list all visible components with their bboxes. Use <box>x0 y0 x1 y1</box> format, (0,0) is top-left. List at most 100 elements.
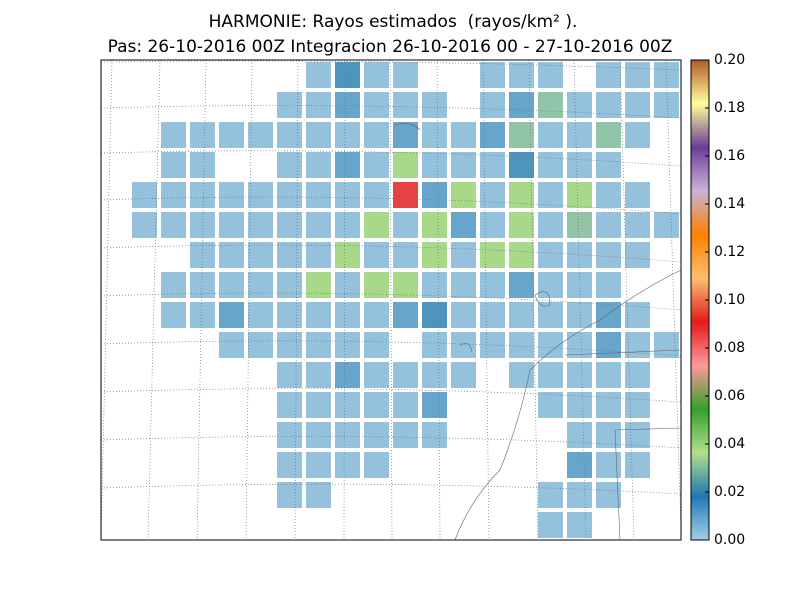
cell <box>306 482 331 508</box>
cell <box>306 452 331 478</box>
cell <box>422 422 447 448</box>
cell <box>277 272 302 298</box>
cell <box>451 212 476 238</box>
colorbar-tick-label: 0.18 <box>714 100 745 116</box>
cell <box>451 242 476 268</box>
cell <box>364 122 389 148</box>
cell <box>335 152 360 178</box>
colorbar-tick-label: 0.14 <box>714 196 745 212</box>
cell <box>480 62 505 88</box>
graticule <box>100 59 682 541</box>
cell <box>248 332 273 358</box>
cell <box>364 392 389 418</box>
cell <box>480 302 505 328</box>
cell <box>451 302 476 328</box>
cell <box>393 242 418 268</box>
cell <box>596 272 621 298</box>
cell <box>306 332 331 358</box>
cell <box>422 332 447 358</box>
cell <box>480 272 505 298</box>
cell <box>335 332 360 358</box>
cell <box>393 182 418 208</box>
cell <box>422 362 447 388</box>
cell <box>567 152 592 178</box>
cell <box>277 392 302 418</box>
cell <box>393 422 418 448</box>
chart-subtitle: Pas: 26-10-2016 00Z Integracion 26-10-20… <box>108 37 673 57</box>
cell <box>509 62 534 88</box>
cell <box>538 62 563 88</box>
cell <box>277 122 302 148</box>
cell <box>422 182 447 208</box>
cell <box>625 392 650 418</box>
cell <box>248 122 273 148</box>
cell <box>393 152 418 178</box>
cell <box>161 152 186 178</box>
cell <box>364 422 389 448</box>
cell <box>451 272 476 298</box>
cell <box>480 332 505 358</box>
map-frame <box>100 59 682 541</box>
coastline <box>394 123 682 541</box>
colorbar-tick-label: 0.08 <box>714 340 745 356</box>
cell <box>248 212 273 238</box>
cell <box>335 392 360 418</box>
cell <box>364 182 389 208</box>
cell <box>596 332 621 358</box>
cell <box>567 122 592 148</box>
cell <box>132 182 157 208</box>
cell <box>422 152 447 178</box>
cell <box>248 272 273 298</box>
cell <box>625 92 650 118</box>
colorbar-tick-label: 0.02 <box>714 484 745 500</box>
colorbar-tick-label: 0.10 <box>714 292 745 308</box>
cell <box>509 122 534 148</box>
cell <box>306 122 331 148</box>
cell <box>538 392 563 418</box>
cell <box>277 152 302 178</box>
cell <box>451 152 476 178</box>
cell <box>306 92 331 118</box>
cell <box>364 362 389 388</box>
cell <box>567 212 592 238</box>
cell <box>625 182 650 208</box>
cell <box>190 272 215 298</box>
cell <box>509 212 534 238</box>
cell <box>364 452 389 478</box>
colorbar-tick-label: 0.16 <box>714 148 745 164</box>
cell <box>538 182 563 208</box>
cell <box>335 62 360 88</box>
cell <box>480 92 505 118</box>
cell <box>625 422 650 448</box>
cell <box>161 212 186 238</box>
cell <box>538 92 563 118</box>
cell <box>277 212 302 238</box>
cell <box>335 122 360 148</box>
cell <box>480 212 505 238</box>
cell <box>335 422 360 448</box>
cell <box>277 182 302 208</box>
cell <box>567 482 592 508</box>
cell <box>451 362 476 388</box>
cell <box>625 212 650 238</box>
cell <box>364 272 389 298</box>
cell <box>480 152 505 178</box>
cell <box>596 242 621 268</box>
colorbar-tick-label: 0.12 <box>714 244 745 260</box>
cell <box>219 332 244 358</box>
cell <box>654 212 679 238</box>
cell <box>248 182 273 208</box>
cell <box>335 452 360 478</box>
cell <box>596 212 621 238</box>
cell <box>277 422 302 448</box>
cell <box>364 62 389 88</box>
cell <box>364 212 389 238</box>
cell <box>190 152 215 178</box>
cell <box>335 302 360 328</box>
cell <box>567 302 592 328</box>
cell <box>364 302 389 328</box>
colorbar-tick-label: 0.04 <box>714 436 745 452</box>
cell <box>393 62 418 88</box>
cell <box>335 362 360 388</box>
cell <box>567 182 592 208</box>
